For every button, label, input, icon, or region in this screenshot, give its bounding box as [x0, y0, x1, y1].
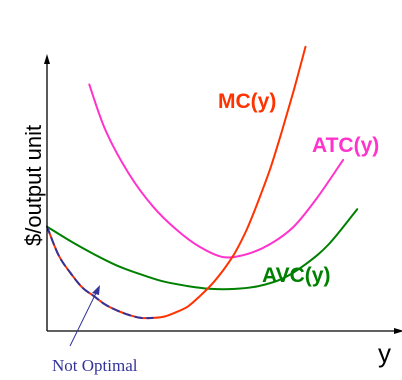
atc-curve	[88, 83, 345, 259]
avc-curve	[46, 208, 359, 291]
x-axis-arrow	[394, 328, 402, 334]
curves-group	[46, 45, 359, 320]
avc-series-label: AVC(y)	[262, 264, 330, 287]
atc-series-label: ATC(y)	[312, 134, 379, 157]
mc-not-optimal-dashed-segment	[46, 225, 154, 320]
annotation-pointer-arrowhead	[92, 285, 100, 295]
annotation-pointer-line	[69, 288, 99, 347]
y-axis-arrow	[44, 54, 50, 64]
mc-series-label: MC(y)	[218, 90, 276, 113]
y-axis-label: $/output unit	[21, 125, 46, 246]
x-axis-label: y	[378, 338, 391, 368]
annotation-not-optimal: Not Optimal	[52, 356, 138, 375]
mc-curve	[46, 45, 307, 320]
